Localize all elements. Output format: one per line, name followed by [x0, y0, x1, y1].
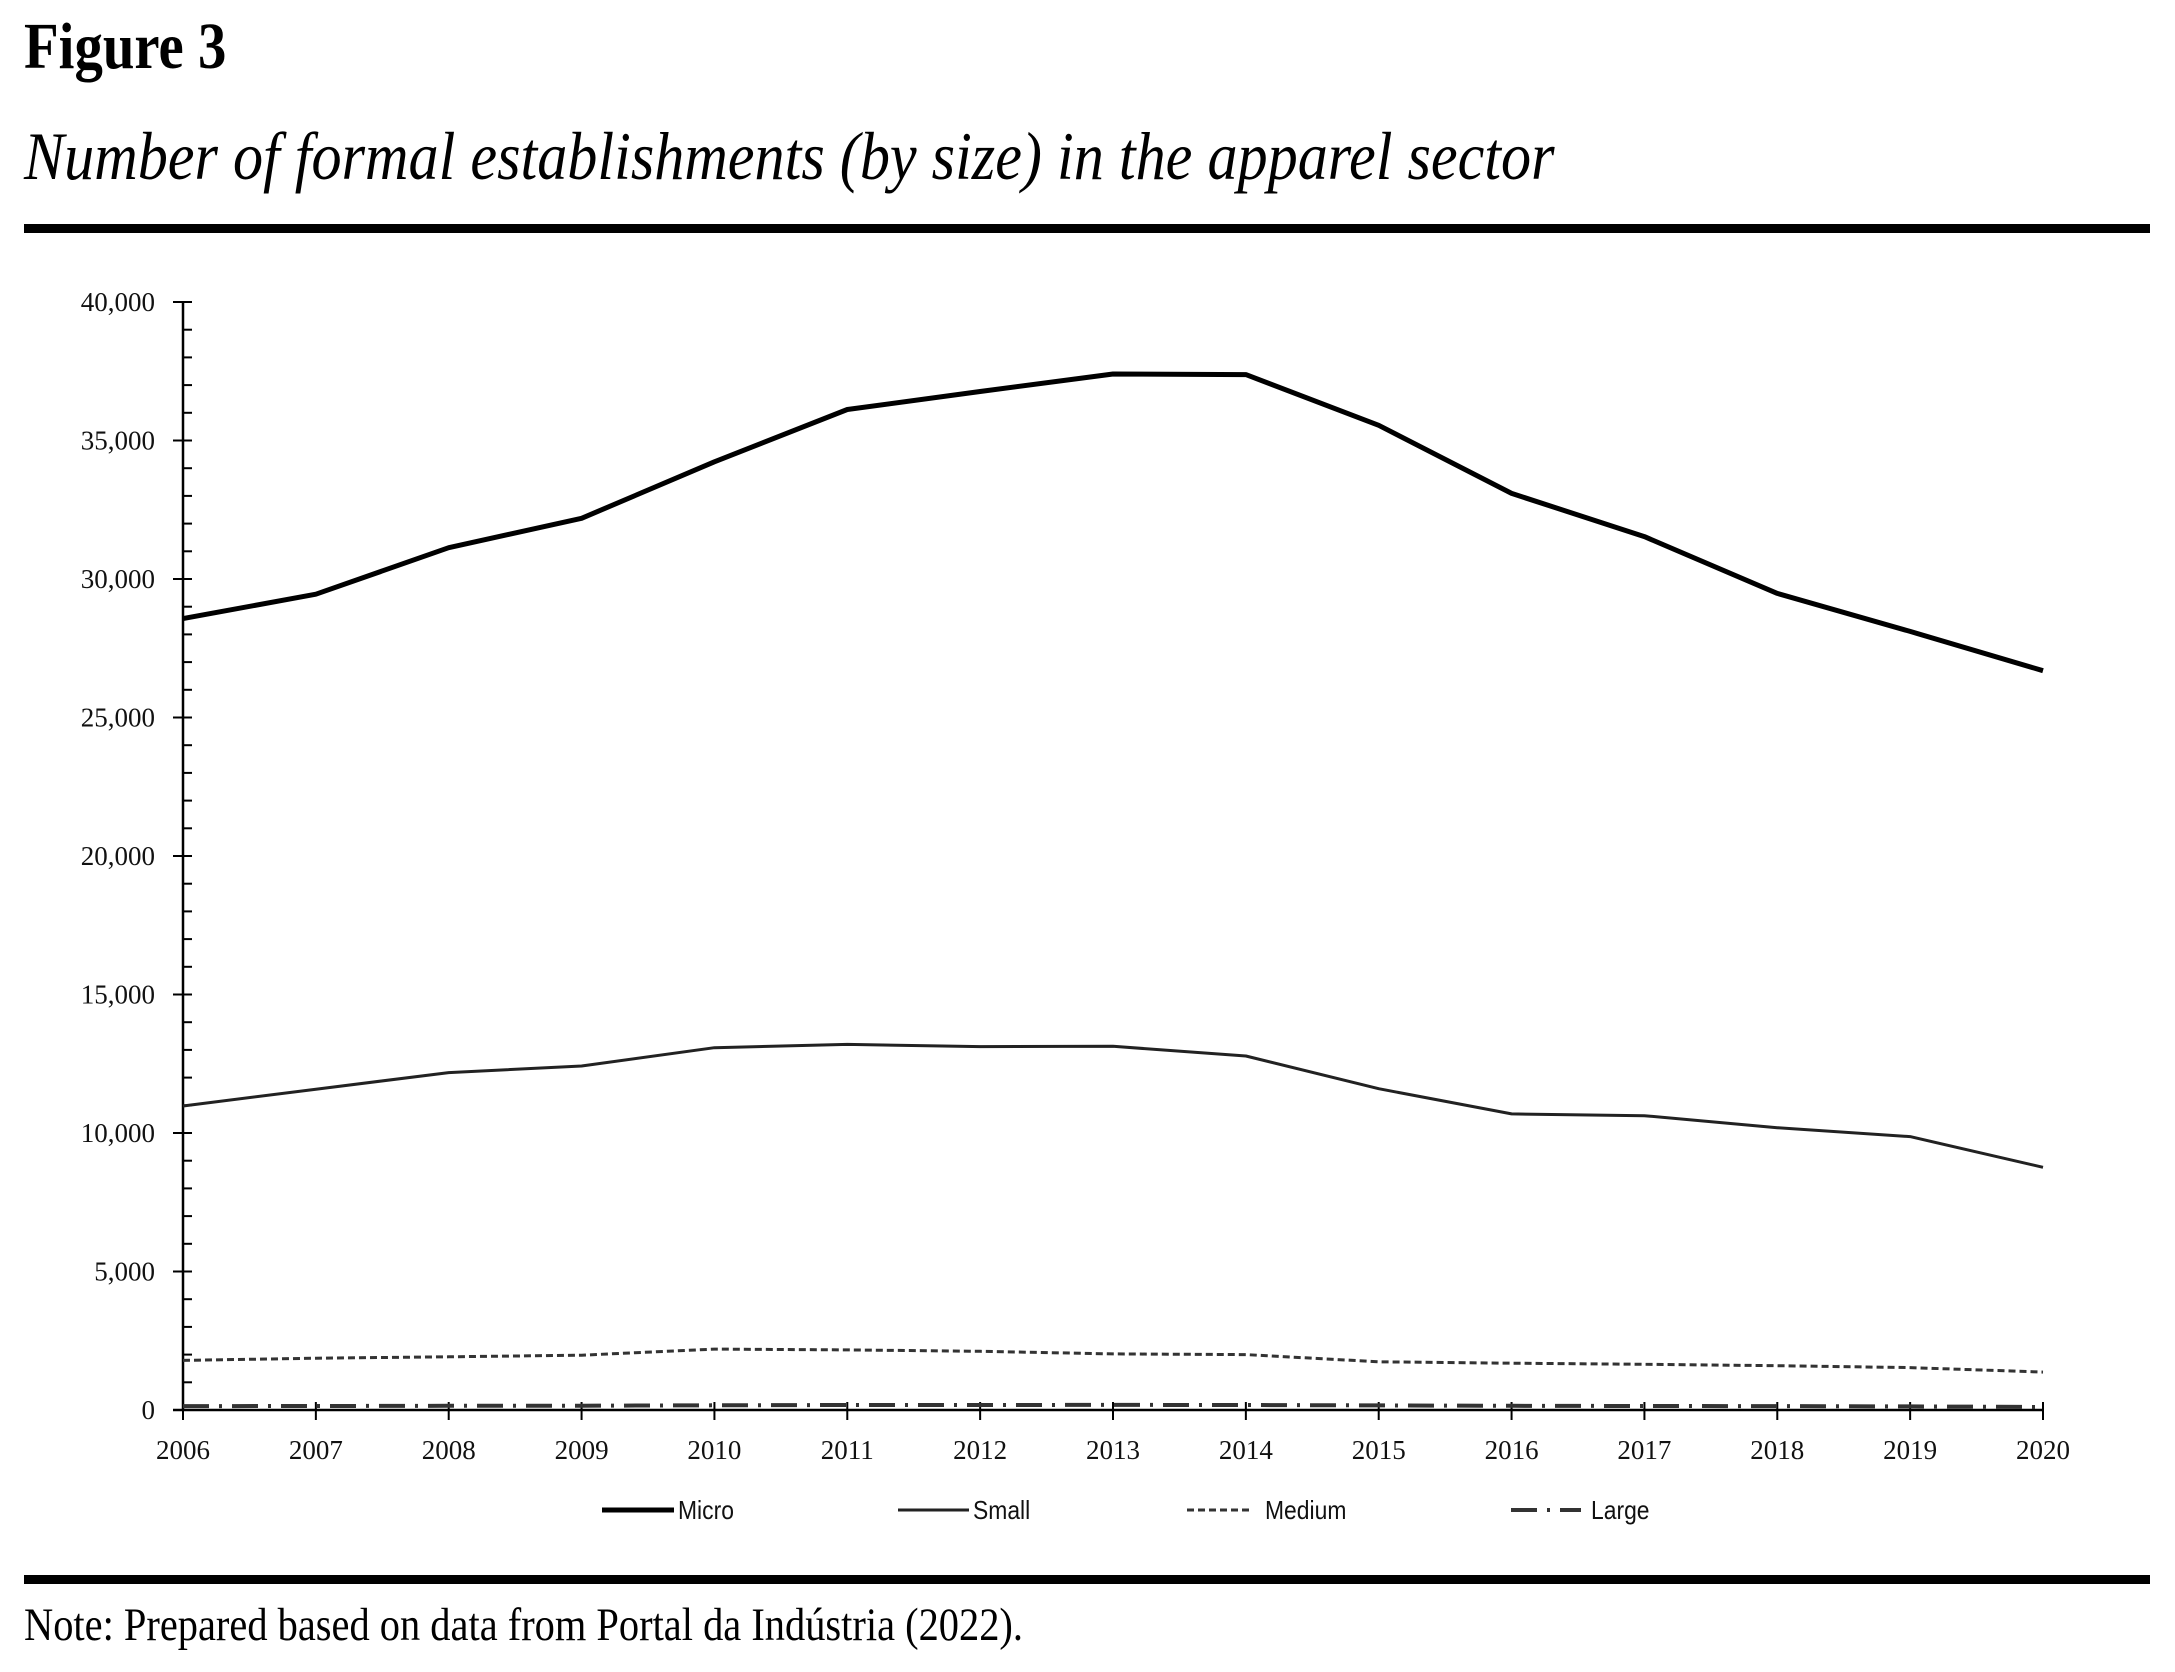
y-axis: 0 5,000 10,000 15,000 20,000 25,000 30,000 35,0…: [81, 287, 192, 1425]
y-tick-label: 5,000: [94, 1257, 155, 1287]
legend-item-micro: Micro: [602, 1492, 742, 1528]
x-tick-label: 2017: [1617, 1435, 1671, 1465]
series-line-large: [182, 1402, 2044, 1409]
top-rule: [24, 224, 2150, 233]
y-tick-label: 25,000: [81, 703, 155, 733]
x-tick-label: 2010: [687, 1435, 741, 1465]
legend-swatch-micro-icon: [602, 1507, 674, 1513]
y-tick-label: 10,000: [81, 1118, 155, 1148]
figure-note: Note: Prepared based on data from Portal…: [24, 1599, 1023, 1651]
x-tick-label: 2006: [156, 1435, 210, 1465]
legend-item-large: Large: [1511, 1492, 1658, 1528]
legend-item-medium: Medium: [1187, 1492, 1357, 1528]
x-tick-label: 2020: [2016, 1435, 2070, 1465]
legend-label: Medium: [1265, 1494, 1347, 1525]
figure-label: Figure 3: [24, 10, 227, 83]
x-tick-label: 2007: [289, 1435, 343, 1465]
x-tick-label: 2016: [1485, 1435, 1539, 1465]
x-axis: 2006 2007 2008 2009 2010 2011 2012 2013 2014 2015…: [156, 1402, 2070, 1465]
legend-item-small: Small: [898, 1492, 1038, 1528]
bottom-rule: [24, 1575, 2150, 1584]
y-tick-label: 30,000: [81, 564, 155, 594]
x-tick-label: 2009: [555, 1435, 609, 1465]
series-layer: [182, 371, 2044, 1409]
series-line-small: [182, 1042, 2044, 1169]
y-tick-label: 35,000: [81, 426, 155, 456]
legend-swatch-medium-icon: [1187, 1508, 1253, 1512]
x-tick-label: 2008: [422, 1435, 476, 1465]
y-tick-label: 20,000: [81, 841, 155, 871]
x-tick-label: 2018: [1750, 1435, 1804, 1465]
x-tick-label: 2012: [953, 1435, 1007, 1465]
legend-label: Large: [1591, 1494, 1650, 1525]
x-tick-label: 2013: [1086, 1435, 1140, 1465]
y-tick-label: 40,000: [81, 287, 155, 317]
series-line-medium: [182, 1347, 2044, 1374]
x-tick-label: 2015: [1352, 1435, 1406, 1465]
x-tick-label: 2019: [1883, 1435, 1937, 1465]
y-tick-label: 0: [142, 1395, 156, 1425]
legend-label: Micro: [678, 1494, 734, 1525]
x-tick-label: 2011: [821, 1435, 874, 1465]
legend: Micro Small Medium Large: [0, 1492, 2175, 1528]
series-line-micro: [182, 371, 2044, 674]
legend-label: Small: [973, 1494, 1031, 1525]
legend-swatch-large-icon: [1511, 1508, 1581, 1512]
legend-swatch-small-icon: [898, 1508, 969, 1512]
figure-title: Number of formal establishments (by size…: [24, 118, 1555, 194]
y-tick-label: 15,000: [81, 980, 155, 1010]
x-tick-label: 2014: [1219, 1435, 1274, 1465]
